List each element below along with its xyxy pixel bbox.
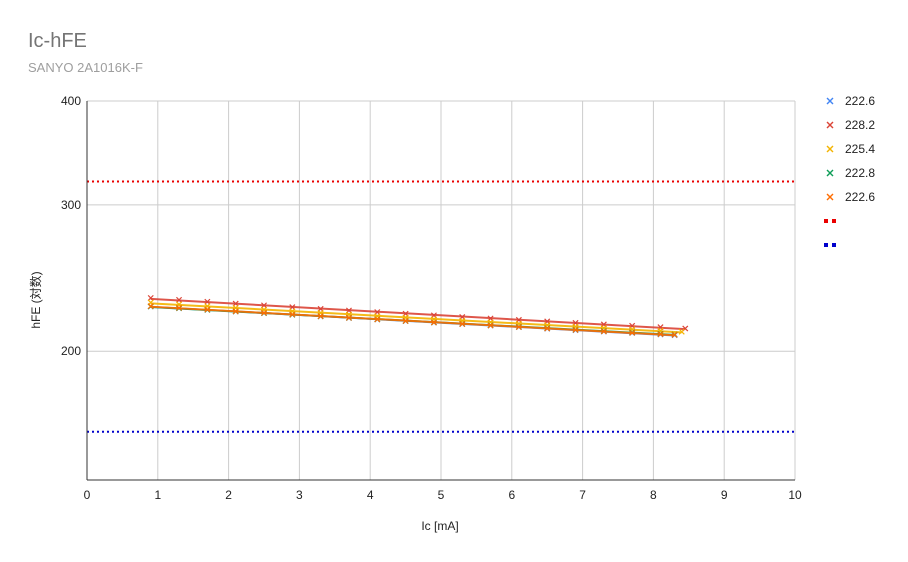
legend-swatch [832, 243, 836, 247]
data-point [629, 329, 636, 336]
x-tick-label: 6 [508, 488, 515, 502]
legend-item-1: 222.6 [826, 94, 875, 108]
x-tick-label: 1 [154, 488, 161, 502]
series-5 [147, 303, 678, 338]
legend-item-2: 228.2 [826, 118, 875, 132]
data-point [204, 298, 211, 305]
legend-marker [826, 169, 834, 177]
data-point [459, 320, 466, 327]
data-point [317, 313, 324, 320]
data-point [671, 331, 678, 338]
legend-label: 222.6 [845, 94, 875, 108]
legend-marker [826, 145, 834, 153]
y-tick-label: 300 [61, 198, 81, 212]
data-point [289, 311, 296, 318]
x-tick-label: 0 [84, 488, 91, 502]
legend-item-ref-1 [824, 219, 836, 223]
data-point [232, 308, 239, 315]
data-point [147, 303, 154, 310]
x-tick-label: 8 [650, 488, 657, 502]
series-trendline [150, 302, 682, 334]
chart-title: Ic-hFE [28, 30, 87, 52]
data-point [487, 322, 494, 329]
series-layer [147, 294, 689, 339]
x-tick-label: 4 [367, 488, 374, 502]
data-point [147, 294, 154, 301]
x-tick-label: 10 [788, 488, 802, 502]
x-tick-label: 3 [296, 488, 303, 502]
data-point [345, 314, 352, 321]
legend-item-3: 225.4 [826, 142, 875, 156]
series-trendline [150, 305, 675, 337]
data-point [260, 302, 268, 309]
y-axis-title: hFE (対数) [28, 271, 43, 328]
gridlines [87, 100, 796, 480]
data-point [600, 328, 607, 335]
data-point [678, 328, 685, 335]
x-tick-label: 2 [225, 488, 232, 502]
data-point [430, 319, 437, 326]
series-trendline [150, 297, 686, 331]
chart-subtitle: SANYO 2A1016K-F [28, 60, 143, 75]
x-tick-labels: 0 1 2 3 4 5 6 7 8 9 10 [84, 488, 802, 502]
legend-swatch [832, 219, 836, 223]
legend-marker [826, 121, 834, 129]
legend: 222.6 228.2 225.4 222.8 222.6 [824, 94, 875, 247]
x-axis-title: Ic [mA] [421, 519, 458, 533]
legend-label: 225.4 [845, 142, 875, 156]
data-point [515, 323, 522, 331]
legend-item-5: 222.6 [826, 190, 875, 204]
legend-marker [826, 97, 834, 105]
legend-swatch [824, 243, 828, 247]
reference-lines [87, 180, 795, 433]
data-point [544, 325, 551, 332]
data-point [657, 331, 664, 338]
y-tick-label: 400 [61, 94, 81, 108]
legend-item-4: 222.8 [826, 166, 875, 180]
legend-item-ref-2 [824, 243, 836, 247]
legend-marker [826, 193, 834, 201]
data-point [176, 296, 183, 303]
data-point [374, 316, 381, 323]
data-point [176, 304, 183, 311]
x-tick-label: 9 [721, 488, 728, 502]
legend-swatch [824, 219, 828, 223]
legend-label: 222.6 [845, 190, 875, 204]
x-tick-label: 5 [438, 488, 445, 502]
data-point [204, 306, 211, 313]
legend-label: 228.2 [845, 118, 875, 132]
axes [86, 101, 795, 481]
legend-label: 222.8 [845, 166, 875, 180]
y-tick-labels: 200 300 400 [61, 94, 81, 358]
data-point [572, 326, 579, 333]
y-tick-label: 200 [61, 344, 81, 358]
x-tick-label: 7 [579, 488, 586, 502]
data-point [402, 317, 409, 324]
data-point [260, 309, 268, 316]
